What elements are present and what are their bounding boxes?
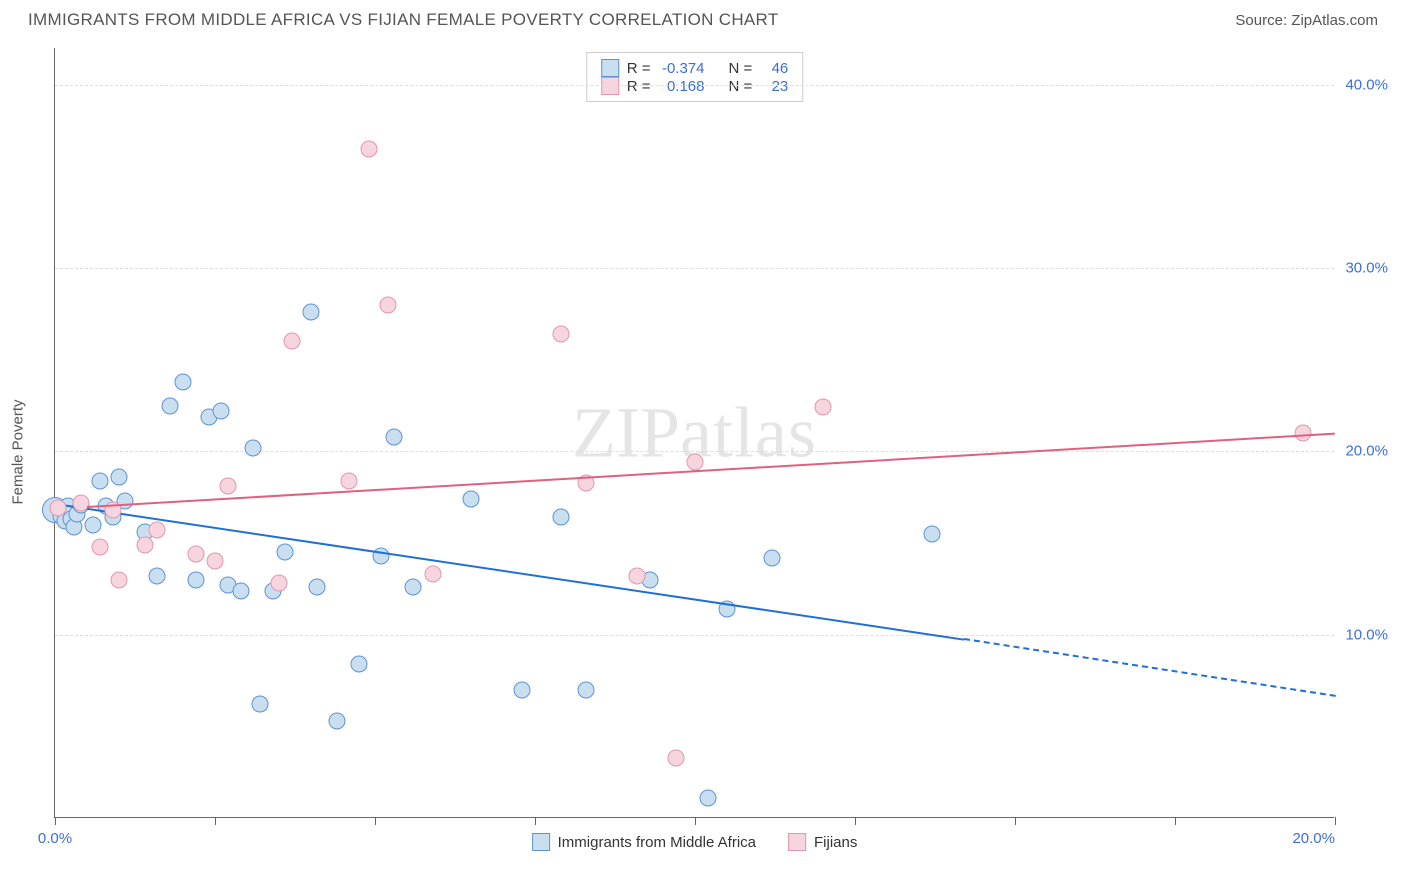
x-tick xyxy=(1335,817,1336,825)
series-legend-label: Fijians xyxy=(814,834,857,851)
data-point xyxy=(149,568,166,585)
gridline xyxy=(55,85,1334,86)
data-point xyxy=(552,326,569,343)
data-point xyxy=(687,454,704,471)
data-point xyxy=(91,538,108,555)
data-point xyxy=(386,428,403,445)
data-point xyxy=(360,140,377,157)
x-tick xyxy=(215,817,216,825)
trend-line-extrapolated xyxy=(964,638,1335,697)
data-point xyxy=(309,579,326,596)
data-point xyxy=(667,749,684,766)
legend-row: R = -0.374 N = 46 xyxy=(601,59,789,77)
x-tick xyxy=(535,817,536,825)
data-point xyxy=(328,712,345,729)
data-point xyxy=(162,397,179,414)
legend-swatch xyxy=(788,833,806,851)
data-point xyxy=(351,656,368,673)
legend-r-value: 0.168 xyxy=(659,78,705,95)
legend-row: R = 0.168 N = 23 xyxy=(601,77,789,95)
data-point xyxy=(175,373,192,390)
chart-container: Female Poverty ZIPatlas R =-0.374N =46R … xyxy=(30,48,1378,856)
gridline xyxy=(55,268,1334,269)
legend-n-label: N = xyxy=(729,60,753,77)
y-tick-label: 20.0% xyxy=(1345,443,1388,460)
data-point xyxy=(207,553,224,570)
x-tick-label: 0.0% xyxy=(38,830,72,847)
data-point xyxy=(213,403,230,420)
data-point xyxy=(271,575,288,592)
data-point xyxy=(379,296,396,313)
data-point xyxy=(699,789,716,806)
data-point xyxy=(219,478,236,495)
data-point xyxy=(72,494,89,511)
data-point xyxy=(187,546,204,563)
correlation-legend: R = -0.374 N = 46 R = 0.168 N = 23 xyxy=(586,52,804,102)
watermark-bold: ZIP xyxy=(572,392,680,472)
x-tick xyxy=(1015,817,1016,825)
trend-line xyxy=(87,433,1335,508)
data-point xyxy=(514,681,531,698)
series-legend: Immigrants from Middle Africa Fijians xyxy=(532,833,858,851)
legend-r-label: R = xyxy=(627,78,651,95)
data-point xyxy=(424,566,441,583)
chart-title: IMMIGRANTS FROM MIDDLE AFRICA VS FIJIAN … xyxy=(28,10,779,30)
series-legend-item: Immigrants from Middle Africa xyxy=(532,833,756,851)
data-point xyxy=(277,544,294,561)
data-point xyxy=(187,571,204,588)
series-legend-item: Fijians xyxy=(788,833,857,851)
plot-area: ZIPatlas R =-0.374N =46R =0.168N =23 Imm… xyxy=(54,48,1334,818)
legend-n-label: N = xyxy=(729,78,753,95)
data-point xyxy=(111,469,128,486)
data-point xyxy=(552,509,569,526)
legend-swatch xyxy=(601,77,619,95)
y-axis-label: Female Poverty xyxy=(10,399,27,504)
source-link[interactable]: ZipAtlas.com xyxy=(1291,12,1378,29)
x-tick xyxy=(1175,817,1176,825)
data-point xyxy=(463,491,480,508)
y-tick-label: 10.0% xyxy=(1345,626,1388,643)
data-point xyxy=(303,304,320,321)
data-point xyxy=(341,472,358,489)
source-attribution: Source: ZipAtlas.com xyxy=(1235,12,1378,29)
x-tick xyxy=(695,817,696,825)
legend-n-value: 46 xyxy=(760,60,788,77)
legend-swatch xyxy=(532,833,550,851)
data-point xyxy=(232,582,249,599)
data-point xyxy=(136,536,153,553)
data-point xyxy=(111,571,128,588)
data-point xyxy=(245,439,262,456)
legend-r-label: R = xyxy=(627,60,651,77)
data-point xyxy=(149,522,166,539)
data-point xyxy=(1295,425,1312,442)
x-tick xyxy=(55,817,56,825)
x-tick xyxy=(855,817,856,825)
series-legend-label: Immigrants from Middle Africa xyxy=(558,834,756,851)
data-point xyxy=(763,549,780,566)
data-point xyxy=(923,525,940,542)
data-point xyxy=(405,579,422,596)
data-point xyxy=(91,472,108,489)
y-tick-label: 40.0% xyxy=(1345,76,1388,93)
data-point xyxy=(283,333,300,350)
data-point xyxy=(251,696,268,713)
gridline xyxy=(55,635,1334,636)
data-point xyxy=(815,399,832,416)
legend-n-value: 23 xyxy=(760,78,788,95)
legend-swatch xyxy=(601,59,619,77)
data-point xyxy=(578,681,595,698)
source-prefix: Source: xyxy=(1235,12,1291,29)
y-tick-label: 30.0% xyxy=(1345,260,1388,277)
data-point xyxy=(85,516,102,533)
legend-r-value: -0.374 xyxy=(659,60,705,77)
data-point xyxy=(629,568,646,585)
x-tick-label: 20.0% xyxy=(1292,830,1335,847)
x-tick xyxy=(375,817,376,825)
data-point xyxy=(50,500,67,517)
